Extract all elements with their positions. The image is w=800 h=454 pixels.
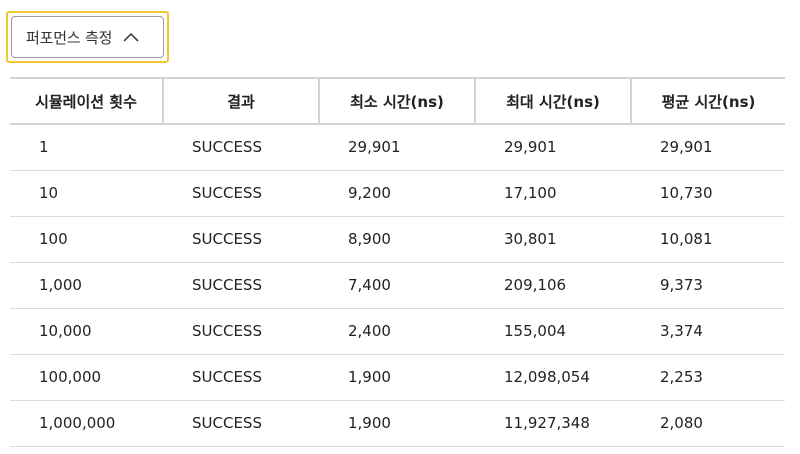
- cell-result: SUCCESS: [163, 308, 319, 355]
- cell-min-time: 7,400: [319, 262, 475, 309]
- cell-simulation-count: 1: [10, 124, 163, 171]
- table-row: 1,000,000 SUCCESS 1,900 11,927,348 2,080: [10, 400, 785, 447]
- cell-min-time: 2,400: [319, 308, 475, 355]
- cell-avg-time: 2,253: [631, 354, 785, 401]
- cell-result: SUCCESS: [163, 354, 319, 401]
- table-row: 10,000 SUCCESS 2,400 155,004 3,374: [10, 308, 785, 355]
- col-header-simulation-count: 시뮬레이션 횟수: [10, 77, 163, 125]
- cell-result: SUCCESS: [163, 216, 319, 263]
- perf-toggle-focus-ring: 퍼포먼스 측정: [6, 11, 169, 63]
- cell-max-time: 12,098,054: [475, 354, 631, 401]
- col-header-min-time: 최소 시간(ns): [318, 77, 475, 125]
- cell-simulation-count: 10,000: [10, 308, 163, 355]
- cell-result: SUCCESS: [163, 262, 319, 309]
- cell-min-time: 1,900: [319, 354, 475, 401]
- cell-max-time: 11,927,348: [475, 400, 631, 447]
- col-header-result: 결과: [162, 77, 319, 125]
- cell-min-time: 8,900: [319, 216, 475, 263]
- col-header-avg-time: 평균 시간(ns): [630, 77, 785, 125]
- chevron-up-icon: [123, 32, 139, 42]
- cell-simulation-count: 100,000: [10, 354, 163, 401]
- table-row: 1 SUCCESS 29,901 29,901 29,901: [10, 124, 785, 171]
- table-row: 100,000 SUCCESS 1,900 12,098,054 2,253: [10, 354, 785, 401]
- cell-max-time: 17,100: [475, 170, 631, 217]
- perf-results-table-container: 시뮬레이션 횟수 결과 최소 시간(ns) 최대 시간(ns) 평균 시간(ns…: [10, 77, 785, 447]
- table-row: 10 SUCCESS 9,200 17,100 10,730: [10, 170, 785, 217]
- col-header-max-time: 최대 시간(ns): [474, 77, 631, 125]
- cell-max-time: 30,801: [475, 216, 631, 263]
- table-row: 100 SUCCESS 8,900 30,801 10,081: [10, 216, 785, 263]
- cell-result: SUCCESS: [163, 170, 319, 217]
- cell-avg-time: 10,730: [631, 170, 785, 217]
- cell-simulation-count: 1,000: [10, 262, 163, 309]
- cell-avg-time: 29,901: [631, 124, 785, 171]
- cell-simulation-count: 100: [10, 216, 163, 263]
- cell-max-time: 29,901: [475, 124, 631, 171]
- cell-max-time: 209,106: [475, 262, 631, 309]
- cell-min-time: 29,901: [319, 124, 475, 171]
- cell-avg-time: 10,081: [631, 216, 785, 263]
- cell-min-time: 1,900: [319, 400, 475, 447]
- cell-avg-time: 9,373: [631, 262, 785, 309]
- table-row: 1,000 SUCCESS 7,400 209,106 9,373: [10, 262, 785, 309]
- cell-avg-time: 3,374: [631, 308, 785, 355]
- cell-simulation-count: 10: [10, 170, 163, 217]
- cell-result: SUCCESS: [163, 400, 319, 447]
- table-header-row: 시뮬레이션 횟수 결과 최소 시간(ns) 최대 시간(ns) 평균 시간(ns…: [10, 77, 785, 125]
- cell-min-time: 9,200: [319, 170, 475, 217]
- cell-max-time: 155,004: [475, 308, 631, 355]
- cell-avg-time: 2,080: [631, 400, 785, 447]
- perf-toggle-button[interactable]: 퍼포먼스 측정: [11, 16, 164, 58]
- cell-simulation-count: 1,000,000: [10, 400, 163, 447]
- perf-toggle-label: 퍼포먼스 측정: [26, 28, 113, 47]
- cell-result: SUCCESS: [163, 124, 319, 171]
- perf-results-table: 시뮬레이션 횟수 결과 최소 시간(ns) 최대 시간(ns) 평균 시간(ns…: [10, 77, 785, 447]
